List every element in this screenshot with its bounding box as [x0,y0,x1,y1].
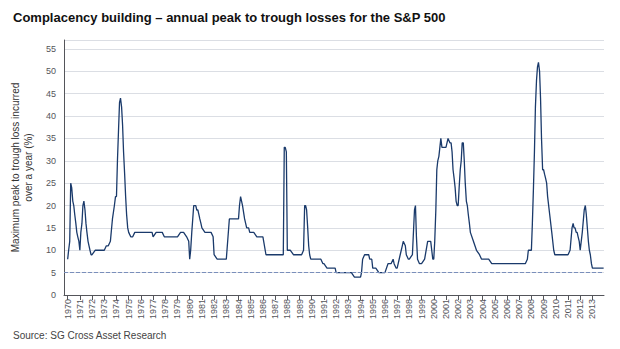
svg-text:2008: 2008 [526,299,536,319]
svg-text:1978: 1978 [160,299,170,319]
svg-text:Maximum peak to trough loss in: Maximum peak to trough loss incurred [10,83,21,253]
svg-text:1994: 1994 [356,299,366,319]
svg-text:1986: 1986 [258,299,268,319]
svg-text:30: 30 [46,156,56,166]
svg-text:1977: 1977 [148,299,158,319]
svg-text:55: 55 [46,44,56,54]
svg-text:Source: SG Cross Asset Researc: Source: SG Cross Asset Research [13,330,166,341]
svg-text:1983: 1983 [221,299,231,319]
svg-text:40: 40 [46,111,56,121]
svg-text:2010: 2010 [551,299,561,319]
svg-text:over a year (%): over a year (%) [23,133,34,201]
svg-text:20: 20 [46,201,56,211]
svg-text:2000: 2000 [429,299,439,319]
svg-text:1989: 1989 [295,299,305,319]
svg-text:1972: 1972 [87,299,97,319]
svg-text:2006: 2006 [502,299,512,319]
svg-text:1981: 1981 [197,299,207,319]
svg-text:1975: 1975 [124,299,134,319]
svg-text:1991: 1991 [319,299,329,319]
svg-text:1985: 1985 [246,299,256,319]
svg-text:2002: 2002 [453,299,463,319]
svg-text:1970: 1970 [63,299,73,319]
svg-text:2005: 2005 [490,299,500,319]
svg-text:45: 45 [46,89,56,99]
svg-text:1987: 1987 [270,299,280,319]
svg-text:1980: 1980 [185,299,195,319]
svg-text:2004: 2004 [478,299,488,319]
svg-text:1999: 1999 [417,299,427,319]
svg-text:1988: 1988 [282,299,292,319]
svg-text:1992: 1992 [331,299,341,319]
svg-text:25: 25 [46,178,56,188]
svg-text:1973: 1973 [99,299,109,319]
svg-text:2003: 2003 [465,299,475,319]
svg-text:1984: 1984 [234,299,244,319]
svg-text:0: 0 [51,290,56,300]
svg-text:1997: 1997 [392,299,402,319]
svg-text:2013: 2013 [587,299,597,319]
svg-text:2009: 2009 [539,299,549,319]
svg-text:1979: 1979 [172,299,182,319]
svg-text:1995: 1995 [368,299,378,319]
svg-text:1971: 1971 [75,299,85,319]
svg-text:35: 35 [46,133,56,143]
svg-text:1993: 1993 [343,299,353,319]
svg-text:1976: 1976 [136,299,146,319]
svg-text:10: 10 [46,245,56,255]
svg-text:2011: 2011 [563,299,573,318]
svg-text:1990: 1990 [307,299,317,319]
svg-text:1974: 1974 [111,299,121,319]
svg-text:Complacency building – annual: Complacency building – annual peak to tr… [13,10,445,25]
svg-text:2007: 2007 [514,299,524,319]
svg-text:50: 50 [46,66,56,76]
svg-text:5: 5 [51,268,56,278]
svg-text:15: 15 [46,223,56,233]
svg-text:1996: 1996 [380,299,390,319]
svg-text:2012: 2012 [575,299,585,319]
svg-text:1982: 1982 [209,299,219,319]
svg-text:2001: 2001 [441,299,451,319]
svg-text:1998: 1998 [404,299,414,319]
